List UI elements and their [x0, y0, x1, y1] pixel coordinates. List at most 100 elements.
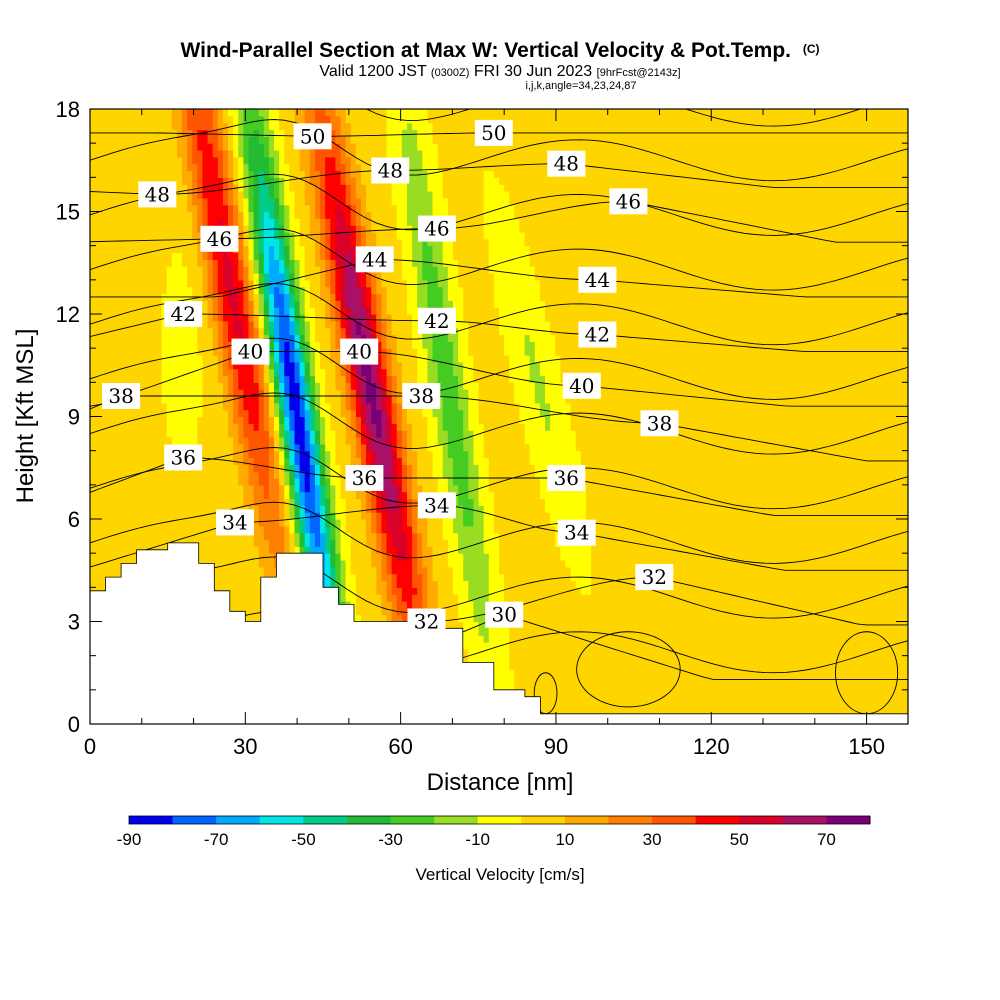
colorbar-tick-label: 70 [817, 830, 836, 849]
section-params: i,j,k,angle=34,23,24,87 [525, 80, 636, 92]
chart-subtitle: Valid 1200 JST (0300Z) FRI 30 Jun 2023 [… [319, 63, 680, 80]
theta-contour-label: 42 [417, 307, 456, 334]
theta-contour-label-text: 40 [569, 374, 594, 398]
theta-contour-label: 40 [340, 338, 379, 365]
colorbar-tick-label: -10 [465, 830, 490, 849]
theta-contour-line [90, 556, 908, 619]
theta-contour-loop [576, 631, 681, 708]
theta-contour-label-text: 36 [352, 466, 377, 490]
colorbar-swatch [826, 816, 871, 824]
chart-title: Wind-Parallel Section at Max W: Vertical… [180, 39, 819, 62]
theta-contour-label: 42 [578, 321, 617, 348]
theta-contour-label: 46 [417, 215, 456, 242]
theta-contour-label-text: 48 [554, 152, 579, 176]
theta-contour-label: 36 [345, 465, 384, 491]
theta-contour-line [90, 337, 908, 400]
colorbar-tick-label: -70 [204, 830, 229, 849]
theta-contour-label: 48 [371, 157, 410, 184]
y-tick-label: 3 [68, 610, 80, 635]
x-axis-label: Distance [nm] [427, 769, 574, 796]
colorbar-swatch [782, 816, 827, 824]
colorbar-swatch [739, 816, 784, 824]
valid-utc: (0300Z) [431, 67, 470, 79]
theta-contour-label-text: 32 [414, 610, 439, 634]
theta-contour-label: 36 [547, 465, 586, 491]
theta-contour-label-text: 30 [491, 603, 516, 627]
theta-contour-label: 34 [417, 492, 456, 519]
theta-contour-label-text: 44 [585, 268, 610, 292]
theta-contour-label-text: 38 [409, 384, 434, 408]
theta-contour-line [365, 109, 862, 127]
forecast-info: [9hrFcst@2143z] [597, 67, 681, 79]
x-tick-label: 90 [544, 734, 568, 759]
theta-contour-label: 46 [200, 225, 239, 252]
colorbar-swatch [346, 816, 392, 824]
colorbar-swatch [129, 816, 174, 824]
theta-contour-label: 50 [474, 119, 513, 146]
theta-contour-label-text: 48 [145, 182, 170, 206]
colorbar-swatch [695, 816, 740, 824]
colorbar-swatch [259, 816, 304, 824]
theta-contour-line [90, 447, 908, 510]
theta-contour-label-text: 36 [554, 466, 579, 490]
colorbar-label: Vertical Velocity [cm/s] [415, 865, 584, 884]
x-tick-label: 150 [848, 734, 885, 759]
colorbar-tick-label: -90 [117, 830, 142, 849]
theta-contour-label-text: 48 [378, 159, 403, 183]
colorbar-swatch [477, 816, 522, 824]
colorbar-swatch [652, 816, 697, 824]
theta-contour-label-text: 42 [424, 309, 449, 333]
theta-contour-label-text: 40 [238, 340, 263, 364]
theta-contour-label-text: 34 [222, 510, 247, 534]
theta-contour-label: 30 [485, 601, 524, 628]
y-tick-label: 18 [56, 97, 80, 122]
theta-contour-label: 48 [138, 181, 177, 208]
theta-contour-label-text: 32 [642, 565, 667, 589]
theta-contour-label-text: 50 [481, 121, 506, 145]
theta-contour-line [90, 119, 908, 182]
y-axis-label: Height [Kft MSL] [12, 329, 39, 504]
theta-contour-line [90, 395, 908, 462]
theta-contour-label-text: 46 [616, 189, 641, 213]
colorbar-swatch [216, 816, 261, 824]
theta-contour-label: 36 [164, 444, 203, 471]
colorbar-tick-label: 50 [730, 830, 749, 849]
theta-contour-label: 40 [231, 338, 270, 365]
theta-contour-label: 50 [293, 123, 332, 150]
theta-contour-label: 44 [578, 266, 617, 293]
theta-contour-label-text: 50 [300, 124, 325, 148]
colorbar-swatch [172, 816, 217, 824]
theta-contour-label: 42 [164, 301, 203, 327]
theta-contour-label: 32 [635, 564, 674, 591]
theta-contour-label: 44 [355, 246, 394, 273]
theta-contour-label-text: 34 [564, 521, 589, 545]
theta-contour-label: 34 [557, 519, 596, 546]
theta-contour-label-text: 42 [585, 323, 610, 347]
plot-area: 50 50 48 48 48 46 46 46 44 44 42 42 42 40 40 40 38 38 38 36… [56, 97, 909, 759]
theta-contour-label-text: 44 [362, 247, 387, 271]
valid-date: FRI 30 Jun 2023 [474, 63, 592, 80]
theta-contour-label: 34 [216, 509, 254, 536]
theta-contour-label: 32 [407, 608, 446, 635]
theta-contour-line [90, 258, 908, 298]
theta-contour-label-text: 34 [424, 493, 449, 517]
colorbar-swatch [303, 816, 348, 824]
colorbar: -90 -70 -50 -30 -10 10 30 50 70 [117, 815, 871, 849]
colorbar-swatch [521, 816, 566, 824]
theta-contour-label-text: 38 [108, 384, 133, 408]
theta-contour-line [90, 173, 908, 236]
theta-contour-label-text: 40 [346, 340, 371, 364]
terrain-mask [90, 542, 908, 724]
chart-title-main: Wind-Parallel Section at Max W: Vertical… [180, 39, 791, 62]
theta-contour-label-text: 42 [170, 302, 195, 326]
theta-contour-label-text: 38 [647, 411, 672, 435]
theta-contour-label: 48 [547, 150, 586, 177]
colorbar-swatch [564, 816, 609, 824]
y-tick-label: 9 [68, 405, 80, 430]
colorbar-tick-label: 30 [643, 830, 662, 849]
theta-contour-label-text: 36 [170, 446, 195, 470]
theta-contour-line [90, 163, 908, 195]
y-tick-label: 15 [56, 200, 80, 225]
colorbar-swatch [390, 816, 435, 824]
